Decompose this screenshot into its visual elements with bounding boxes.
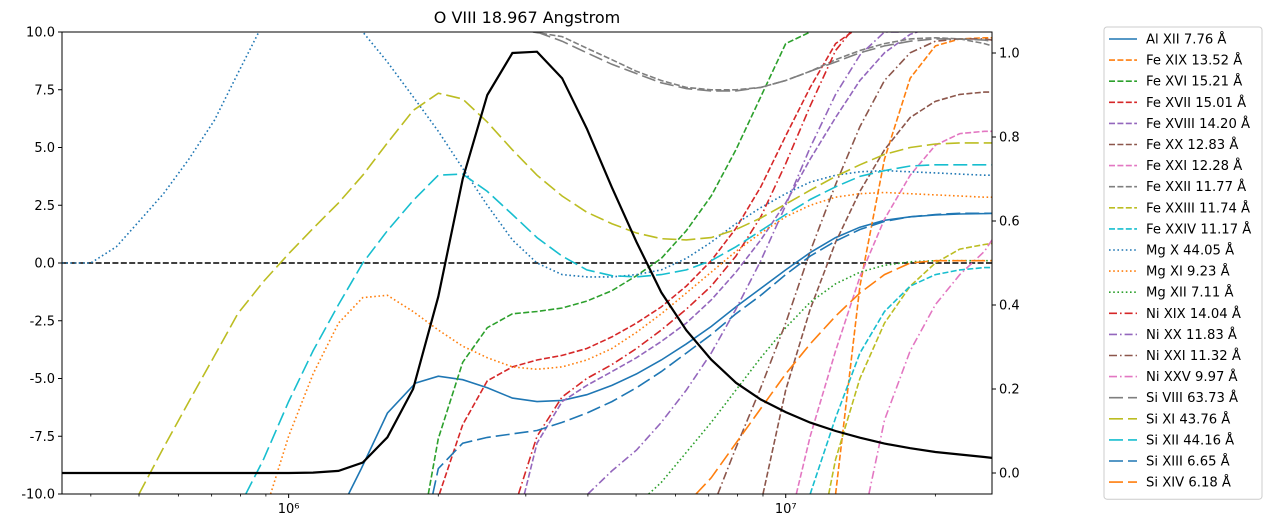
legend-label-11: Mg XI 9.23 Å (1146, 263, 1230, 280)
chart-title: O VIII 18.967 Angstrom (434, 8, 620, 27)
overlay-line (62, 50, 992, 475)
series-line-21 (695, 259, 992, 494)
series-line-5 (762, 91, 992, 494)
y2-tick-label-0: 0.0 (999, 467, 1020, 482)
y-tick-label-8: 10.0 (26, 26, 55, 41)
legend-label-9: Fe XXIV 11.17 Å (1146, 220, 1251, 237)
legend-label-14: Ni XX 11.83 Å (1146, 326, 1237, 343)
series-line-14 (587, 32, 901, 494)
legend-label-8: Fe XXIII 11.74 Å (1146, 199, 1250, 216)
series-line-3 (438, 32, 853, 494)
y-tick-label-0: -10.0 (21, 488, 55, 503)
legend-label-2: Fe XVI 15.21 Å (1146, 73, 1242, 90)
series-line-18 (138, 92, 992, 494)
x-tick-label-0: 10⁶ (278, 502, 300, 517)
y-tick-label-7: 7.5 (34, 83, 55, 98)
y2-tick-label-1: 0.2 (999, 383, 1020, 398)
legend-label-6: Fe XXI 12.28 Å (1146, 157, 1242, 174)
legend-label-1: Fe XIX 13.52 Å (1146, 52, 1242, 69)
series-line-2 (427, 32, 811, 494)
series-line-6 (795, 130, 992, 494)
series-line-7 (532, 32, 992, 91)
legend-label-19: Si XII 44.16 Å (1146, 431, 1234, 448)
series-line-11 (269, 191, 992, 494)
legend-label-4: Fe XVIII 14.20 Å (1146, 115, 1250, 132)
plot-area (62, 32, 992, 494)
legend-label-16: Ni XXV 9.97 Å (1146, 368, 1238, 385)
y2-tick-label-5: 1.0 (999, 47, 1020, 62)
series-line-20 (432, 212, 992, 494)
legend-label-7: Fe XXII 11.77 Å (1146, 178, 1246, 195)
y2-tick-label-3: 0.6 (999, 215, 1020, 230)
overlay-area (62, 50, 992, 475)
series-line-17 (536, 32, 992, 92)
legend-label-21: Si XIV 6.18 Å (1146, 474, 1231, 491)
y-tick-label-1: -7.5 (30, 430, 55, 445)
y-tick-label-3: -2.5 (30, 314, 55, 329)
legend: Al XII 7.76 Å Fe XIX 13.52 Å Fe XVI 15.21 … (1103, 26, 1263, 500)
y-tick-label-5: 2.5 (34, 199, 55, 214)
y2-tick-label-4: 0.8 (999, 131, 1020, 146)
y2-tick-label-2: 0.4 (999, 299, 1020, 314)
legend-label-17: Si VIII 63.73 Å (1146, 389, 1238, 406)
y-tick-label-4: 0.0 (34, 257, 55, 272)
legend-label-15: Ni XXI 11.32 Å (1146, 347, 1241, 364)
series-line-19 (245, 164, 992, 494)
legend-label-5: Fe XX 12.83 Å (1146, 136, 1238, 153)
legend-label-0: Al XII 7.76 Å (1146, 31, 1226, 48)
y-tick-label-6: 5.0 (34, 141, 55, 156)
y-tick-label-2: -5.0 (30, 372, 55, 387)
legend-label-13: Ni XIX 14.04 Å (1146, 305, 1241, 322)
legend-label-3: Fe XVII 15.01 Å (1146, 94, 1246, 111)
series-line-1 (834, 36, 992, 494)
x-tick-label-1: 10⁷ (775, 502, 797, 517)
legend-label-20: Si XIII 6.65 Å (1146, 453, 1230, 470)
series-line-9 (809, 266, 992, 494)
legend-label-12: Mg XII 7.11 Å (1146, 284, 1234, 301)
series-line-12 (648, 259, 992, 494)
series-line-13 (517, 32, 852, 494)
axes: -10.0 -7.5 -5.0 -2.5 0.0 2.5 5.0 7.5 10.0 0.0 0.2 0… (21, 26, 1019, 518)
legend-label-10: Mg X 44.05 Å (1146, 242, 1234, 259)
legend-frame (1103, 26, 1263, 500)
legend-label-18: Si XI 43.76 Å (1146, 410, 1230, 427)
